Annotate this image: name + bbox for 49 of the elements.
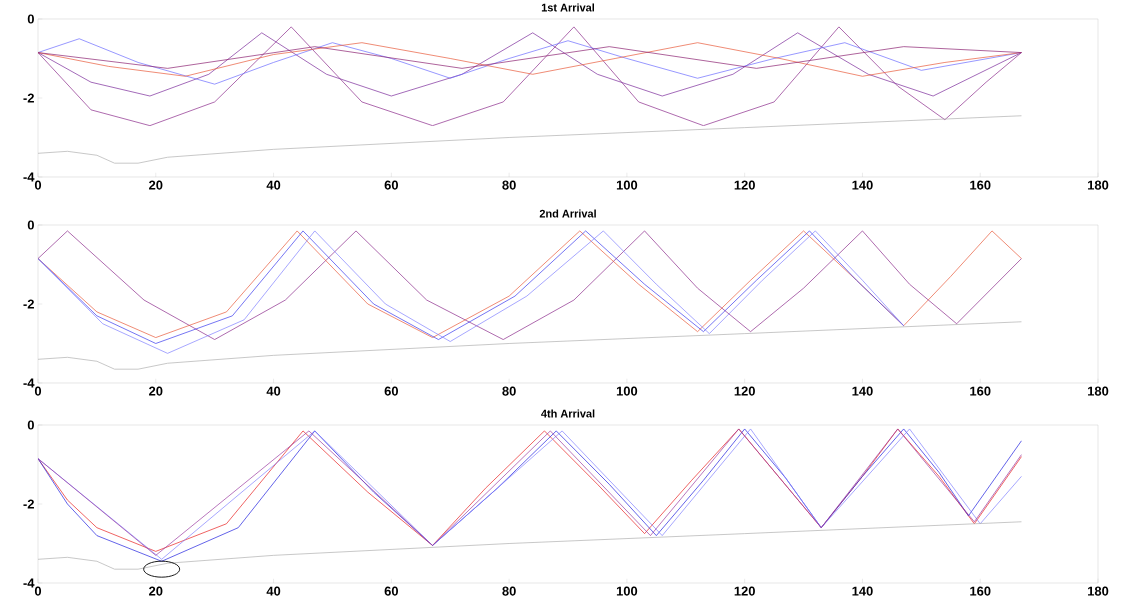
x-tick-label: 100 [616, 586, 638, 596]
x-tick-label: 180 [1088, 180, 1109, 190]
line-series [38, 321, 1022, 370]
x-tick-label: 160 [970, 180, 991, 190]
y-tick-label: 0 [27, 14, 34, 24]
y-tick-label: -4 [23, 578, 35, 588]
line-series [38, 521, 1022, 570]
chart-title: 1st Arrival [541, 3, 595, 12]
y-tick-label: 0 [27, 420, 34, 430]
x-tick-label: 120 [734, 180, 755, 190]
x-tick-label: 0 [34, 586, 42, 596]
x-tick-label: 20 [149, 180, 163, 190]
x-tick-label: 120 [734, 586, 755, 596]
y-tick-label: -2 [23, 499, 34, 509]
x-tick-label: 140 [852, 180, 873, 190]
line-series [38, 42, 1022, 77]
x-tick-label: 160 [970, 386, 991, 396]
x-tick-label: 60 [384, 180, 399, 190]
chart-title: 2nd Arrival [539, 209, 596, 218]
y-tick-label: -2 [23, 299, 34, 309]
x-tick-label: 80 [502, 386, 516, 396]
x-tick-label: 160 [970, 586, 991, 596]
line-series [38, 115, 1022, 164]
x-tick-label: 140 [852, 586, 873, 596]
x-tick-label: 60 [384, 586, 399, 596]
line-series [38, 26, 1022, 126]
chart-title: 4th Arrival [541, 409, 595, 418]
x-tick-label: 20 [149, 586, 163, 596]
x-tick-label: 80 [502, 180, 516, 190]
y-tick-label: -4 [23, 172, 35, 182]
x-tick-label: 40 [266, 180, 281, 190]
x-tick-label: 100 [616, 180, 638, 190]
line-series [38, 38, 1022, 85]
x-tick-label: 40 [266, 586, 281, 596]
x-tick-label: 140 [852, 386, 873, 396]
x-tick-label: 100 [616, 386, 638, 396]
y-tick-label: 0 [27, 220, 34, 230]
x-tick-label: 20 [149, 386, 163, 396]
x-tick-label: 80 [502, 586, 516, 596]
line-series [38, 32, 1022, 97]
y-tick-label: -4 [23, 378, 35, 388]
x-tick-label: 180 [1088, 386, 1109, 396]
x-tick-label: 60 [384, 386, 399, 396]
x-tick-label: 0 [34, 386, 42, 396]
x-tick-label: 0 [34, 180, 42, 190]
x-tick-label: 180 [1088, 586, 1109, 596]
x-tick-label: 120 [734, 386, 755, 396]
x-tick-label: 40 [266, 386, 281, 396]
y-tick-label: -2 [23, 93, 34, 103]
